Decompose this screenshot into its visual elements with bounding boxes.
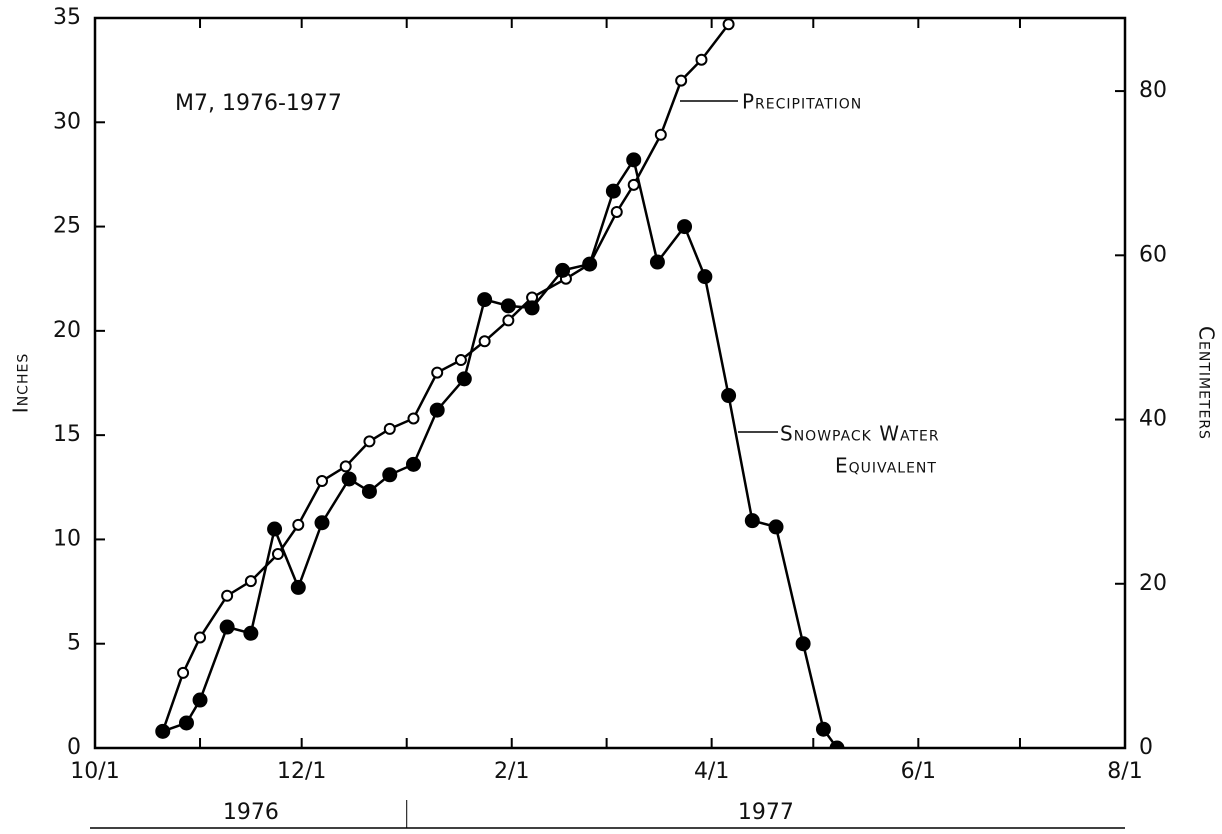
filled-marker (192, 692, 208, 708)
filled-marker (677, 219, 693, 235)
filled-marker (341, 471, 357, 487)
y-tick-label: 5 (67, 631, 81, 656)
y2-tick-label: 0 (1139, 735, 1153, 760)
y-tick-label: 20 (53, 318, 81, 343)
open-marker (502, 314, 515, 327)
open-marker (292, 518, 305, 531)
y2-tick-label: 60 (1139, 242, 1167, 267)
open-marker (454, 354, 467, 367)
y-tick-label: 0 (67, 735, 81, 760)
filled-marker (795, 636, 811, 652)
filled-marker (382, 467, 398, 483)
filled-marker (290, 579, 306, 595)
series-label: Precipitation (742, 90, 862, 114)
filled-marker (649, 254, 665, 270)
filled-marker (405, 456, 421, 472)
x-tick-label: 2/1 (494, 759, 529, 784)
x-tick-label: 10/1 (70, 759, 119, 784)
open-marker (177, 666, 190, 679)
series-label: Equivalent (835, 454, 937, 478)
filled-marker (267, 521, 283, 537)
x-tick-label: 12/1 (277, 759, 326, 784)
filled-marker (524, 300, 540, 316)
filled-marker (429, 402, 445, 418)
y2-tick-label: 40 (1139, 407, 1167, 432)
filled-marker (243, 625, 259, 641)
open-marker (271, 548, 284, 561)
open-marker (431, 366, 444, 379)
y-tick-label: 25 (53, 214, 81, 239)
filled-marker (829, 740, 845, 748)
open-marker (627, 178, 640, 191)
filled-marker (768, 519, 784, 535)
y-tick-label: 35 (53, 5, 81, 30)
filled-marker (477, 292, 493, 308)
open-marker (383, 422, 396, 435)
filled-marker (605, 183, 621, 199)
open-marker (194, 631, 207, 644)
y2-axis-label: Centimeters (1195, 326, 1219, 440)
filled-marker (582, 256, 598, 272)
filled-marker (178, 715, 194, 731)
open-marker (675, 74, 688, 87)
series-layer (155, 18, 845, 748)
filled-marker (721, 388, 737, 404)
open-marker (695, 53, 708, 66)
filled-marker (219, 619, 235, 635)
filled-marker (697, 269, 713, 285)
filled-marker (314, 515, 330, 531)
plot-frame (93, 16, 1127, 750)
series-line (161, 23, 730, 732)
open-marker (339, 460, 352, 473)
open-marker (316, 475, 329, 488)
year-label: 1976 (223, 800, 279, 825)
series-label: Snowpack Water (780, 422, 940, 446)
filled-marker (744, 513, 760, 529)
x-tick-label: 6/1 (901, 759, 936, 784)
y-tick-label: 30 (53, 109, 81, 134)
filled-marker (500, 298, 516, 314)
x-tick-label: 4/1 (694, 759, 729, 784)
y2-tick-label: 80 (1139, 78, 1167, 103)
filled-marker (155, 723, 171, 739)
y-tick-label: 10 (53, 526, 81, 551)
y-axis-label: Inches (9, 353, 33, 413)
open-marker (363, 435, 376, 448)
chart-title: M7, 1976-1977 (175, 91, 342, 116)
open-marker (221, 589, 234, 602)
y-tick-label: 15 (53, 422, 81, 447)
filled-marker (361, 483, 377, 499)
open-marker (407, 412, 420, 425)
x-tick-label: 8/1 (1107, 759, 1142, 784)
open-marker (610, 205, 623, 218)
filled-marker (456, 371, 472, 387)
open-marker (244, 575, 257, 588)
open-marker (654, 128, 667, 141)
filled-marker (626, 152, 642, 168)
open-marker (478, 335, 491, 348)
filled-marker (555, 262, 571, 278)
y2-tick-label: 20 (1139, 571, 1167, 596)
filled-marker (815, 721, 831, 737)
open-marker (722, 18, 735, 31)
year-label: 1977 (738, 800, 794, 825)
series-line (162, 156, 839, 748)
